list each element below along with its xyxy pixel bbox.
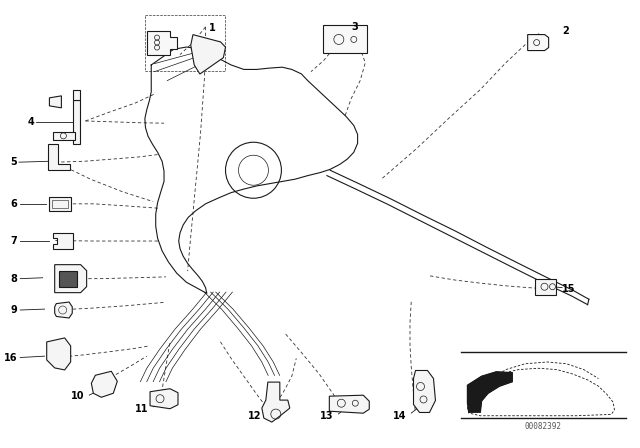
Text: 2: 2 bbox=[562, 26, 569, 36]
Text: 7: 7 bbox=[10, 236, 17, 246]
Bar bbox=[74, 90, 81, 100]
Polygon shape bbox=[49, 96, 61, 108]
Text: 1: 1 bbox=[209, 23, 215, 33]
Polygon shape bbox=[92, 371, 117, 397]
Text: 00082392: 00082392 bbox=[524, 422, 561, 431]
Text: 12: 12 bbox=[248, 411, 262, 421]
Text: 8: 8 bbox=[10, 274, 17, 284]
Polygon shape bbox=[47, 338, 70, 370]
Bar bbox=[534, 279, 556, 295]
Bar bbox=[74, 100, 81, 144]
Text: 11: 11 bbox=[134, 404, 148, 414]
Polygon shape bbox=[262, 382, 290, 422]
Polygon shape bbox=[54, 302, 72, 318]
Bar bbox=[323, 26, 367, 53]
Text: 15: 15 bbox=[562, 284, 575, 294]
Bar bbox=[52, 200, 68, 208]
Text: 5: 5 bbox=[10, 157, 17, 167]
Polygon shape bbox=[147, 30, 177, 55]
Bar bbox=[49, 197, 70, 211]
Bar bbox=[53, 132, 76, 140]
Polygon shape bbox=[330, 395, 369, 413]
Text: 6: 6 bbox=[10, 199, 17, 209]
Polygon shape bbox=[59, 271, 77, 287]
Polygon shape bbox=[191, 34, 225, 74]
Polygon shape bbox=[413, 370, 435, 413]
Text: 13: 13 bbox=[320, 411, 333, 421]
Polygon shape bbox=[47, 144, 70, 170]
Polygon shape bbox=[150, 389, 178, 409]
Polygon shape bbox=[527, 34, 548, 51]
Text: 10: 10 bbox=[70, 392, 84, 401]
Text: 9: 9 bbox=[10, 305, 17, 315]
Text: 16: 16 bbox=[4, 353, 17, 362]
Polygon shape bbox=[467, 372, 512, 412]
Text: 14: 14 bbox=[394, 411, 407, 421]
Text: 3: 3 bbox=[351, 22, 358, 32]
Polygon shape bbox=[52, 233, 73, 249]
Bar bbox=[145, 15, 225, 71]
Polygon shape bbox=[54, 265, 86, 293]
Text: 4: 4 bbox=[28, 117, 35, 127]
